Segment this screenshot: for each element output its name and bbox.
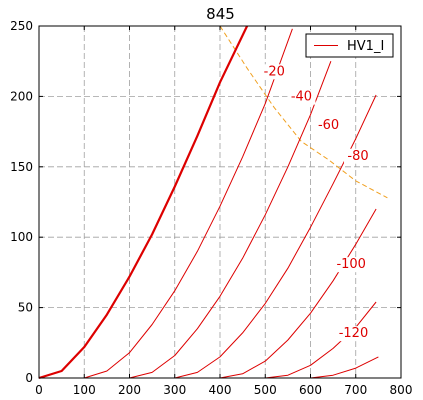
x-tick-label: 200 (118, 383, 141, 397)
series-line (219, 208, 377, 379)
x-tick-label: 800 (390, 383, 413, 397)
x-tick-label: 700 (344, 383, 367, 397)
curve-layer (38, 25, 379, 380)
x-tick-label: 600 (299, 383, 322, 397)
series-line (310, 356, 379, 379)
legend-entry-label: HV1_I (347, 39, 384, 54)
curve-label: -40 (291, 90, 312, 105)
curve-label-bg (287, 89, 316, 105)
x-tick-label: 300 (163, 383, 186, 397)
series-line (84, 28, 293, 379)
y-tick-label: 250 (10, 19, 33, 33)
curve-label-bg (344, 148, 373, 164)
legend-box (305, 33, 394, 58)
series-line (38, 25, 249, 380)
y-tick-label: 100 (10, 230, 33, 244)
curve-label: -60 (318, 118, 339, 133)
x-tick-label: 400 (209, 383, 232, 397)
curve-label-bg (333, 257, 370, 273)
y-tick-label: 150 (10, 160, 33, 174)
chart-title: 845 (206, 5, 235, 23)
curve-label: -120 (339, 326, 369, 341)
curve-label: -80 (347, 149, 368, 164)
curve-label: -100 (336, 257, 366, 272)
load-line-layer (219, 25, 388, 199)
curve-label-layer: -20 -40 -60 -80 -100 -120 (260, 64, 373, 342)
y-tick-label: 200 (10, 89, 33, 103)
y-tick-label: 0 (25, 371, 33, 385)
series-line (129, 61, 332, 379)
y-tick-label: 50 (18, 301, 33, 315)
series-line (265, 301, 377, 379)
curve-label-bg (314, 117, 343, 133)
tick-layer: 0 100 200 300 400 500 600 700 800 0 50 100 150 200 250 (10, 19, 412, 397)
curve-label: -20 (264, 64, 285, 79)
legend: HV1_I (305, 33, 394, 58)
x-tick-label: 0 (35, 383, 43, 397)
x-tick-label: 100 (73, 383, 96, 397)
curve-label-bg (335, 326, 372, 342)
load-line (219, 25, 388, 199)
curve-label-bg (260, 64, 289, 80)
x-tick-label: 500 (254, 383, 277, 397)
